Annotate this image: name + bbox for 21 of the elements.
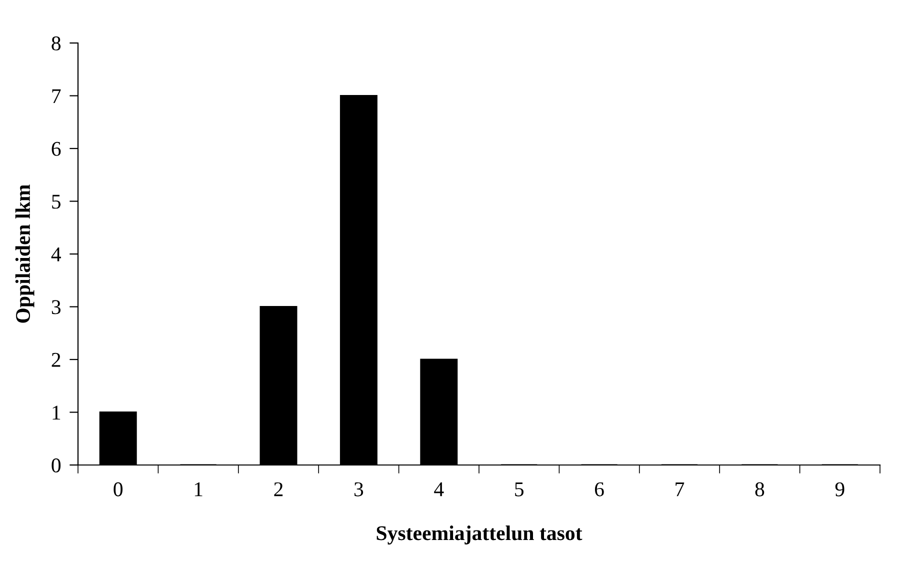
x-tick-label: 9	[835, 482, 844, 496]
y-tick-label: 3	[52, 300, 61, 314]
x-axis-title: Systeemiajattelun tasot	[376, 526, 582, 545]
x-tick-label: 2	[274, 482, 283, 496]
y-tick-label: 1	[52, 406, 60, 420]
x-tick-label: 5	[515, 482, 524, 496]
y-tick-label: 4	[51, 248, 62, 262]
y-tick-label: 8	[52, 36, 61, 50]
x-tick-label: 4	[434, 482, 444, 496]
x-tick-label: 1	[194, 482, 202, 496]
y-tick-label: 6	[52, 142, 61, 156]
y-tick-label: 2	[52, 352, 60, 367]
y-tick-label: 0	[52, 458, 61, 472]
y-tick-label: 5	[52, 194, 61, 209]
x-tick-label: 0	[114, 482, 123, 496]
x-tick-label: 3	[354, 482, 364, 496]
x-tick-label: 8	[755, 482, 764, 496]
x-tick-label: 6	[594, 482, 604, 496]
y-tick-label: 7	[52, 89, 61, 103]
x-tick-label: 7	[676, 482, 684, 496]
y-axis-title: Oppilaiden lkm	[15, 184, 34, 323]
